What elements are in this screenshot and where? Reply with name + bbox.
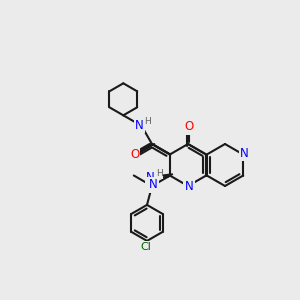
Text: N: N	[135, 119, 144, 132]
Text: N: N	[240, 147, 249, 160]
Text: O: O	[130, 148, 139, 161]
Text: O: O	[184, 121, 194, 134]
Text: N: N	[146, 171, 154, 184]
Text: H: H	[156, 169, 163, 178]
Text: H: H	[144, 117, 151, 126]
Text: N: N	[184, 181, 194, 194]
Text: Cl: Cl	[141, 242, 152, 252]
Text: N: N	[148, 178, 158, 191]
